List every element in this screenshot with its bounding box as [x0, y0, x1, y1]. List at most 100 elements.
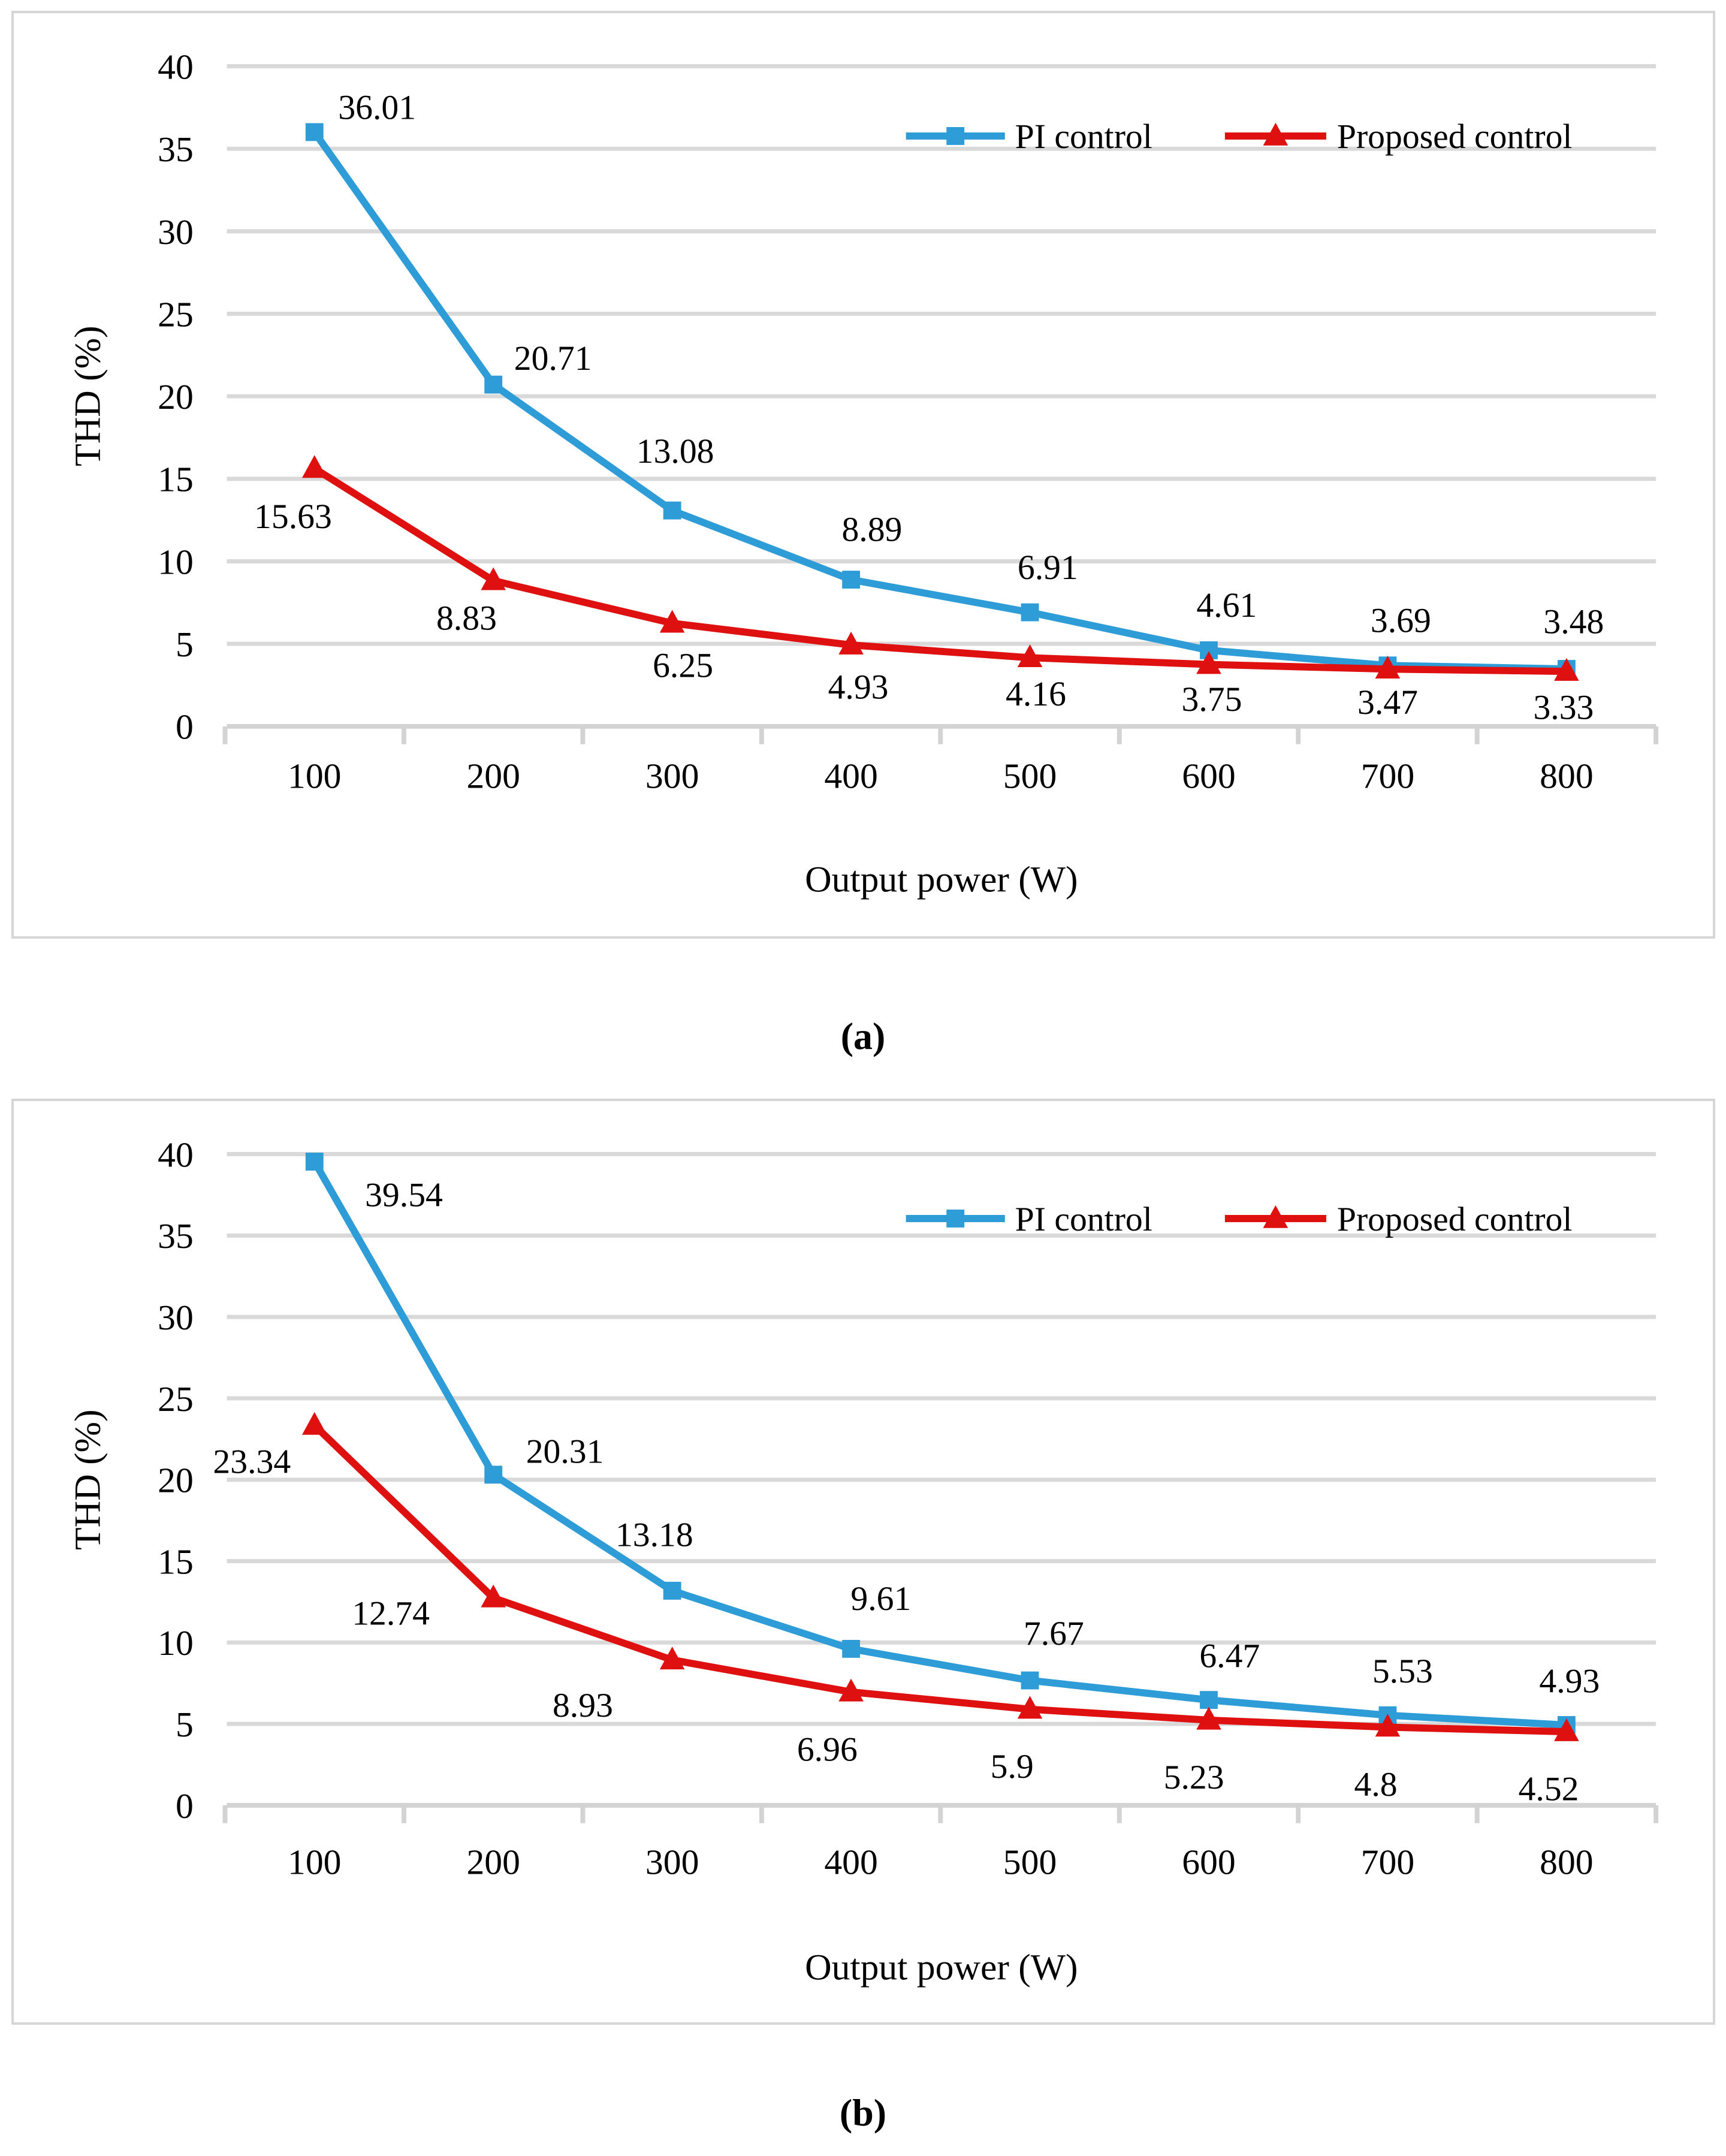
- thd-chart-b: 0 5 10 15 20 25 30 35 40 100 200 300 400 500 600 700 800…: [68, 1135, 1659, 1988]
- y-tick-label: 0: [176, 1786, 194, 1826]
- y-tick-label: 35: [158, 1216, 194, 1256]
- data-label: 4.52: [1519, 1771, 1579, 1808]
- y-tick-label: 40: [158, 1135, 194, 1174]
- x-tick-label: 200: [466, 756, 520, 795]
- x-tick-label: 700: [1361, 756, 1415, 795]
- data-label: 3.47: [1357, 684, 1418, 722]
- triangle-marker: [481, 567, 506, 590]
- square-marker: [946, 127, 965, 145]
- square-marker: [663, 1582, 681, 1600]
- x-tick-label: 500: [1003, 1842, 1057, 1881]
- square-marker: [305, 123, 324, 141]
- data-label: 13.08: [636, 433, 714, 471]
- data-label: 6.47: [1199, 1637, 1260, 1675]
- series-line-triangle: [310, 1422, 1570, 1736]
- data-label: 8.89: [841, 511, 902, 548]
- legend-label: Proposed control: [1337, 1201, 1573, 1238]
- square-marker: [484, 375, 503, 394]
- y-tick-label: 15: [158, 1542, 194, 1581]
- triangle-marker: [1196, 1706, 1221, 1730]
- x-tick-label: 800: [1540, 756, 1594, 795]
- triangle-marker: [1375, 656, 1401, 679]
- data-label: 8.93: [553, 1687, 613, 1724]
- square-marker: [663, 501, 681, 520]
- series-line-square: [310, 128, 1570, 673]
- y-tick-label: 0: [176, 707, 194, 747]
- series-line-triangle: [310, 465, 1570, 676]
- data-label: 3.33: [1533, 689, 1594, 727]
- triangle-marker: [1375, 1714, 1401, 1737]
- y-tick-label: 25: [158, 294, 194, 334]
- x-axis-title: Output power (W): [805, 1947, 1078, 1988]
- square-marker: [842, 1639, 861, 1658]
- y-tick-label: 30: [158, 1298, 194, 1337]
- data-label: 3.48: [1543, 603, 1604, 641]
- x-tick-label: 600: [1182, 1842, 1236, 1881]
- data-label: 6.25: [653, 647, 713, 685]
- panel-b-caption: (b): [839, 2091, 887, 2134]
- data-label: 5.23: [1164, 1759, 1224, 1796]
- y-tick-label: 5: [176, 1705, 194, 1744]
- data-label: 4.93: [828, 669, 889, 707]
- triangle-marker: [301, 455, 327, 478]
- data-label: 5.9: [991, 1748, 1034, 1786]
- x-tick-label: 800: [1540, 1842, 1594, 1881]
- y-axis-title: THD (%): [68, 1409, 108, 1550]
- data-label: 3.69: [1371, 602, 1431, 640]
- square-marker: [1200, 1691, 1218, 1709]
- triangle-marker: [1263, 1205, 1289, 1228]
- x-tick-label: 700: [1361, 1842, 1415, 1881]
- data-label: 8.83: [436, 599, 497, 637]
- series-line-square: [310, 1158, 1570, 1729]
- x-tick-label: 400: [824, 756, 878, 795]
- y-tick-label: 10: [158, 542, 194, 581]
- legend-label: PI control: [1015, 118, 1152, 156]
- data-label: 12.74: [352, 1595, 430, 1633]
- x-tick-label: 300: [645, 1842, 699, 1881]
- data-label: 15.63: [254, 498, 332, 536]
- data-label: 6.91: [1018, 549, 1078, 587]
- data-label: 23.34: [213, 1443, 291, 1481]
- square-marker: [484, 1466, 503, 1484]
- data-label: 20.71: [514, 340, 592, 378]
- data-label: 4.93: [1539, 1662, 1600, 1700]
- y-axis-title: THD (%): [68, 325, 108, 466]
- triangle-marker: [1196, 651, 1221, 674]
- x-tick-label: 100: [288, 756, 342, 795]
- square-marker: [946, 1210, 965, 1228]
- legend-label: Proposed control: [1337, 118, 1573, 156]
- chart-panel-b: 0 5 10 15 20 25 30 35 40 100 200 300 400 500 600 700 800…: [11, 1099, 1715, 2025]
- x-tick-label: 500: [1003, 756, 1057, 795]
- panel-a-caption: (a): [840, 1015, 886, 1057]
- triangle-marker: [1554, 1718, 1579, 1741]
- data-label: 13.18: [615, 1516, 693, 1554]
- data-label: 3.75: [1182, 681, 1242, 719]
- y-tick-label: 20: [158, 377, 194, 417]
- data-label: 39.54: [365, 1177, 443, 1214]
- x-tick-label: 200: [466, 1842, 520, 1881]
- data-label: 7.67: [1024, 1615, 1084, 1653]
- y-tick-label: 30: [158, 212, 194, 252]
- triangle-marker: [301, 1412, 327, 1435]
- x-tick-label: 400: [824, 1842, 878, 1881]
- x-tick-label: 600: [1182, 756, 1236, 795]
- y-tick-label: 35: [158, 129, 194, 169]
- data-label: 20.31: [526, 1433, 604, 1470]
- y-tick-label: 15: [158, 460, 194, 499]
- data-label: 4.8: [1354, 1766, 1397, 1804]
- y-tick-label: 20: [158, 1461, 194, 1500]
- data-label: 6.96: [797, 1730, 858, 1768]
- data-label: 9.61: [850, 1580, 911, 1618]
- x-axis-title: Output power (W): [805, 859, 1078, 900]
- square-marker: [1021, 603, 1039, 622]
- triangle-marker: [659, 610, 685, 633]
- triangle-marker: [838, 631, 864, 655]
- triangle-marker: [1017, 644, 1043, 668]
- legend-label: PI control: [1015, 1201, 1152, 1238]
- square-marker: [305, 1153, 324, 1171]
- y-tick-label: 40: [158, 47, 194, 86]
- data-label: 4.16: [1006, 676, 1066, 713]
- thd-chart-a: 0 5 10 15 20 25 30 35 40 100 200 300 400 500 600 700 800…: [68, 47, 1659, 900]
- data-label: 4.61: [1196, 587, 1257, 625]
